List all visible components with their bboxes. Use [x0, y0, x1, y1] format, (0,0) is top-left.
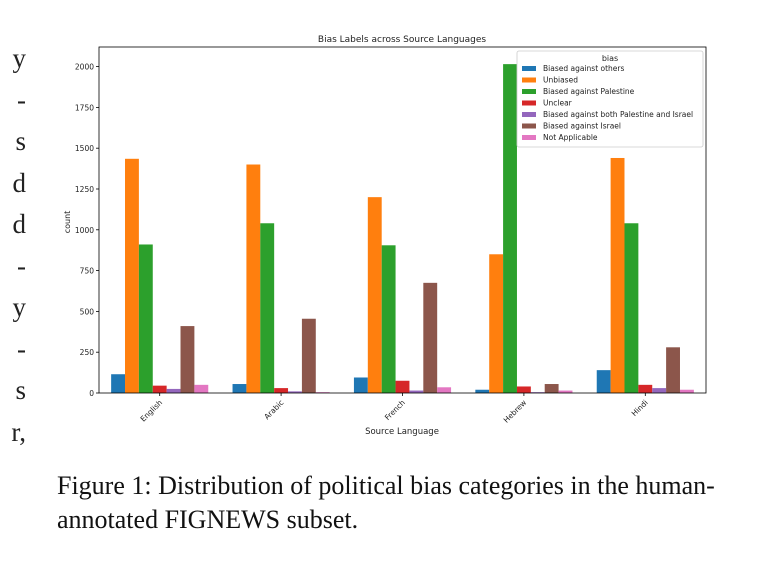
x-axis-label: Source Language — [365, 427, 439, 437]
legend-swatch — [522, 66, 536, 71]
bar — [395, 380, 410, 393]
y-axis-label: count — [63, 211, 72, 234]
bar — [679, 389, 694, 393]
bar — [544, 384, 559, 393]
legend-label: Biased against Israel — [543, 122, 621, 131]
fragment: y — [12, 43, 27, 73]
x-tick-label: Hindi — [630, 398, 650, 418]
fragment: - — [17, 333, 26, 364]
fragment: - — [17, 250, 26, 281]
fragment: s — [15, 126, 26, 156]
bar — [610, 157, 625, 393]
bar — [596, 370, 611, 393]
bar — [125, 158, 139, 393]
bar — [152, 385, 167, 393]
fragment: y — [12, 292, 27, 322]
x-tick-label: English — [139, 398, 165, 424]
bar — [666, 347, 680, 393]
bar — [652, 388, 667, 393]
chart-title: Bias Labels across Source Languages — [318, 35, 486, 45]
bar — [301, 318, 316, 393]
bar — [274, 388, 289, 393]
bar — [381, 245, 396, 393]
bar — [288, 391, 302, 393]
legend-swatch — [522, 135, 536, 140]
legend: bias Biased against others Unbiased Biased… — [516, 50, 704, 148]
plot-frame — [98, 46, 707, 394]
bar — [260, 223, 275, 393]
x-tick-label: Arabic — [262, 398, 285, 421]
y-tick-label: 1250 — [75, 185, 94, 194]
legend-label: Biased against both Palestine and Israel — [543, 110, 693, 119]
x-tick-label: Hebrew — [502, 398, 529, 425]
fragment: r, — [11, 416, 26, 447]
legend-swatch — [522, 112, 536, 117]
bar — [558, 390, 573, 393]
bar — [475, 389, 490, 393]
bar — [194, 384, 209, 393]
y-tick-label: 250 — [80, 348, 95, 357]
bars-group — [111, 64, 694, 394]
bar — [315, 392, 330, 393]
legend-label: Unclear — [543, 99, 573, 108]
legend-title: bias — [602, 54, 618, 63]
y-axis: 0 250 500 750 1000 1250 1500 1750 2000 — [75, 63, 99, 398]
x-axis: English Arabic French Hebrew Hindi — [139, 393, 650, 425]
y-tick-label: 1500 — [75, 144, 94, 153]
bar — [367, 197, 382, 393]
fragment: d — [12, 167, 27, 198]
bar — [353, 377, 368, 393]
figure-caption: Figure 1: Distribution of political bias… — [57, 471, 715, 534]
bar — [530, 392, 545, 393]
legend-box — [516, 50, 704, 148]
bar — [437, 387, 452, 393]
legend-label: Unbiased — [543, 76, 578, 85]
bar — [423, 282, 438, 393]
bar — [624, 223, 639, 393]
bar — [180, 326, 195, 393]
y-tick-label: 0 — [89, 389, 94, 398]
bar-chart: Bias Labels across Source Languages 0 250… — [63, 35, 707, 437]
y-tick-label: 1000 — [75, 226, 94, 235]
legend-label: Not Applicable — [543, 133, 598, 142]
fragment: - — [17, 84, 26, 115]
legend-label: Biased against Palestine — [543, 87, 635, 96]
y-tick-label: 2000 — [75, 63, 94, 72]
bar — [489, 254, 504, 393]
legend-swatch — [522, 100, 536, 106]
legend-swatch — [522, 123, 536, 129]
bar — [232, 384, 247, 393]
legend-swatch — [522, 77, 536, 83]
bar — [111, 374, 126, 393]
y-tick-label: 750 — [80, 267, 95, 276]
legend-swatch — [522, 89, 536, 94]
bar — [246, 164, 261, 393]
fragment: d — [12, 209, 27, 239]
y-tick-label: 1750 — [75, 103, 94, 112]
bar — [516, 386, 531, 393]
bar — [503, 64, 517, 394]
bar — [638, 384, 653, 393]
x-tick-label: French — [383, 398, 407, 422]
bar — [409, 390, 424, 393]
fragment: s — [15, 375, 26, 405]
bar — [138, 244, 153, 393]
bar — [166, 388, 181, 393]
y-tick-label: 500 — [80, 307, 95, 316]
left-margin-text-fragments: y - s d d - y - s r, — [0, 38, 26, 453]
legend-label: Biased against others — [543, 64, 624, 73]
